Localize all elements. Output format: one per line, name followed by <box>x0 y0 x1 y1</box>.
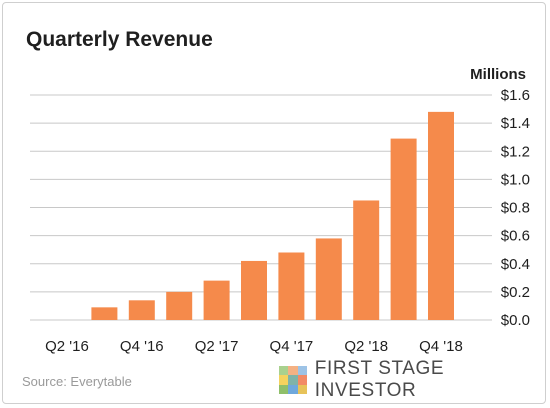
y-tick-label: $1.4 <box>501 115 530 132</box>
logo-tile <box>297 384 307 394</box>
y-tick-label: $0.8 <box>501 200 530 217</box>
chart-title: Quarterly Revenue <box>26 28 213 51</box>
y-tick-label: $1.2 <box>501 143 530 160</box>
brand-name: FIRST STAGE INVESTOR <box>314 358 445 401</box>
logo-tile <box>288 384 298 394</box>
x-tick-label: Q2 '16 <box>45 338 89 355</box>
x-tick-label: Q4 '17 <box>270 338 314 355</box>
y-tick-label: $1.6 <box>501 87 530 104</box>
y-tick-label: $0.4 <box>501 256 530 273</box>
chart-frame <box>2 2 546 404</box>
brand-logo-block: FIRST STAGE INVESTOR <box>279 358 550 401</box>
logo-tile <box>279 375 289 385</box>
bar <box>203 280 230 320</box>
logo-tile <box>297 375 307 385</box>
bar <box>128 300 155 320</box>
logo-tile <box>288 366 298 376</box>
bar <box>91 307 118 320</box>
bar <box>428 111 454 320</box>
bar <box>241 260 267 320</box>
bar <box>166 291 193 320</box>
bar <box>278 252 305 320</box>
x-tick-label: Q4 '18 <box>419 338 463 355</box>
x-tick-label: Q2 '18 <box>344 338 388 355</box>
bar <box>390 138 417 320</box>
bar <box>315 238 342 320</box>
y-tick-label: $0.2 <box>501 284 530 301</box>
y-tick-label: $0.6 <box>501 228 530 245</box>
brand-mosaic-icon <box>279 366 307 394</box>
logo-tile <box>279 366 289 376</box>
y-axis-units-label: Millions <box>470 66 526 83</box>
logo-tile <box>288 375 298 385</box>
source-note: Source: Everytable <box>22 374 132 389</box>
y-tick-label: $0.0 <box>501 312 530 329</box>
logo-tile <box>279 384 289 394</box>
bar <box>353 200 380 320</box>
x-tick-label: Q4 '16 <box>120 338 164 355</box>
y-tick-label: $1.0 <box>501 171 530 188</box>
x-tick-label: Q2 '17 <box>195 338 239 355</box>
logo-tile <box>297 366 307 376</box>
